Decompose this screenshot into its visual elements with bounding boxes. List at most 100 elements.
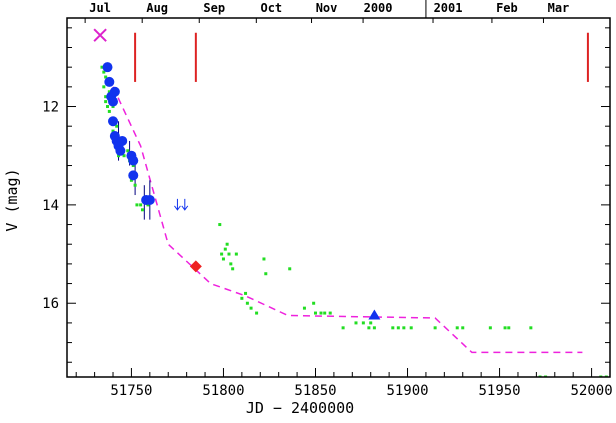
data-point-green [105, 105, 109, 109]
data-point-blue [109, 86, 120, 97]
x-tick-label: 51900 [386, 383, 428, 399]
data-point-green [245, 301, 249, 305]
y-tick-label: 12 [42, 100, 59, 116]
data-point-green [312, 301, 316, 305]
data-point-blue [108, 116, 119, 127]
data-point-blue [128, 170, 139, 181]
data-point-green [409, 326, 413, 330]
data-point-green [240, 296, 244, 300]
month-label: Jul [89, 1, 111, 15]
data-point-green [396, 326, 400, 330]
data-point-green [231, 267, 235, 271]
data-point-green [249, 306, 253, 310]
data-point-green [220, 252, 224, 256]
data-point-green [313, 311, 317, 315]
x-tick-label: 51800 [202, 383, 244, 399]
data-point-green [262, 257, 266, 261]
data-point-green [139, 203, 143, 207]
plot-marks [93, 28, 608, 377]
month-label: 2000 [364, 1, 393, 15]
month-label: Mar [548, 1, 570, 15]
upper-limit-arrow [181, 198, 189, 211]
data-point-blue-triangle [368, 309, 381, 320]
data-point-green [117, 154, 121, 158]
data-point-green [104, 100, 108, 104]
data-point-green [328, 311, 332, 315]
data-point-green [133, 183, 137, 187]
data-point-green [402, 326, 406, 330]
data-point-green [391, 326, 395, 330]
data-point-blue [144, 194, 155, 205]
data-point-green [529, 326, 533, 330]
data-point-green [302, 306, 306, 310]
x-tick-label: 52000 [571, 383, 613, 399]
data-point-green [503, 326, 507, 330]
data-point-green [234, 252, 238, 256]
model-curve [112, 86, 583, 354]
data-point-green [218, 223, 222, 227]
y-tick-label: 16 [42, 296, 59, 312]
data-point-green [107, 109, 111, 113]
axes: 51750 51800 51850 51900 51950 52000 12 14 16 Jul A… [42, 0, 613, 399]
data-point-green [433, 326, 437, 330]
data-point-green [129, 178, 133, 182]
data-point-green [229, 262, 233, 266]
x-tick-label: 51750 [110, 383, 152, 399]
y-tick-label: 14 [42, 198, 59, 214]
data-point-green [323, 311, 327, 315]
data-point-red-diamond [189, 260, 202, 273]
data-point-green [102, 85, 106, 89]
data-point-green [225, 242, 229, 246]
data-point-blue [128, 155, 139, 166]
data-point-green [367, 326, 371, 330]
data-point-green [361, 321, 365, 325]
month-label: Feb [496, 1, 518, 15]
month-label: Sep [203, 1, 225, 15]
data-point-green [354, 321, 358, 325]
data-point-green [461, 326, 465, 330]
data-point-green [126, 149, 130, 153]
data-point-green [372, 326, 376, 330]
data-point-green [223, 247, 227, 251]
upper-limit-arrow [174, 198, 181, 211]
data-point-green [140, 208, 144, 212]
data-point-green [104, 95, 108, 99]
data-point-green [255, 311, 259, 315]
month-label: Aug [146, 1, 168, 15]
data-point-green [146, 203, 150, 207]
data-point-cross [93, 28, 107, 42]
plot-frame [66, 17, 611, 378]
data-point-blue [102, 62, 113, 73]
data-point-blue [108, 96, 119, 107]
month-label: 2001 [434, 1, 463, 15]
y-axis-label: V (mag) [3, 168, 21, 231]
x-tick-label: 51950 [478, 383, 520, 399]
data-point-green [369, 321, 373, 325]
x-tick-label: 51850 [294, 383, 336, 399]
data-point-green [264, 272, 268, 276]
data-point-green [100, 65, 104, 69]
data-point-green [227, 252, 231, 256]
data-point-green [111, 129, 115, 133]
month-label: Oct [260, 1, 282, 15]
data-point-green [102, 70, 106, 74]
data-point-green [455, 326, 459, 330]
data-point-green [488, 326, 492, 330]
data-point-green [507, 326, 511, 330]
data-point-green [288, 267, 292, 271]
data-point-blue [115, 145, 126, 156]
data-point-green [319, 311, 323, 315]
data-point-blue [104, 76, 115, 87]
x-axis-label: JD − 2400000 [246, 399, 354, 417]
data-point-green [104, 75, 108, 79]
data-point-green [122, 154, 126, 158]
data-point-green [107, 90, 111, 94]
month-label: Nov [316, 1, 338, 15]
data-point-green [341, 326, 345, 330]
data-point-green [221, 257, 225, 261]
data-point-green [115, 124, 119, 128]
data-point-green [135, 203, 139, 207]
data-point-blue [117, 135, 128, 146]
data-point-green [244, 291, 248, 295]
